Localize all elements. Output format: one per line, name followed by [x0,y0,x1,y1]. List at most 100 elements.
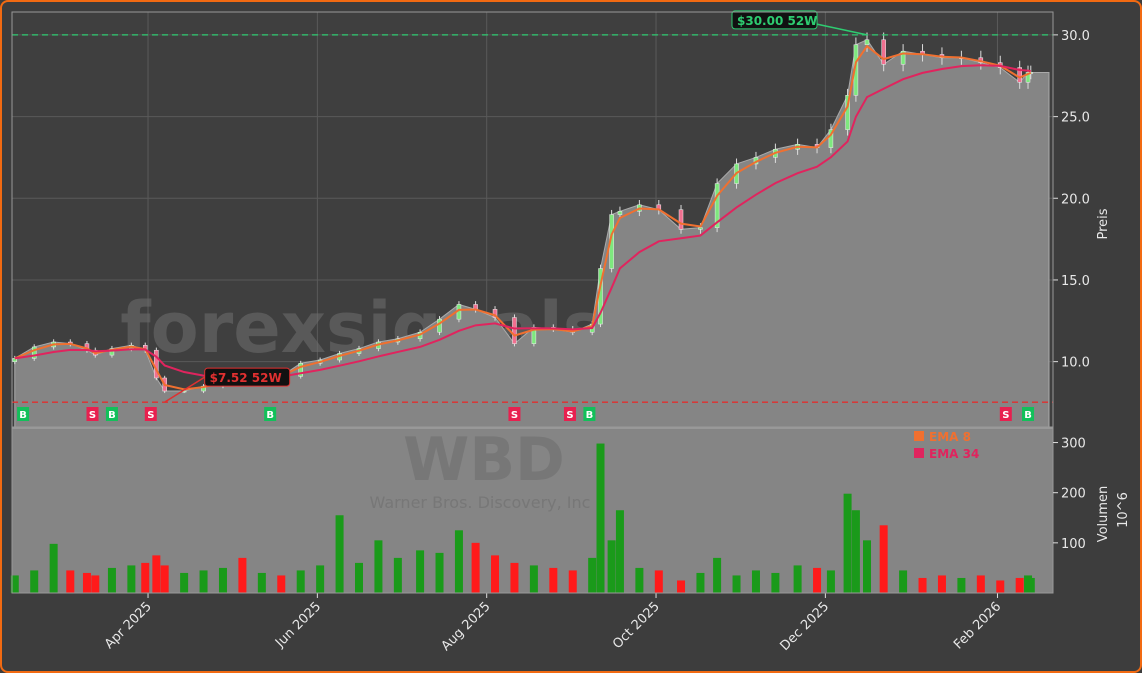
high-52w-label: $30.00 52W [737,14,817,28]
volume-tick-label: 200 [1061,487,1086,502]
signal-label: S [511,410,518,421]
sell-signal [144,407,157,421]
panel-border [11,427,1054,594]
volume-bar [257,572,266,593]
volume-bar [529,565,538,593]
date-tick-label: Jun 2025 [272,599,324,651]
volume-tick-label: 300 [1061,437,1086,452]
volume-bar [843,493,852,593]
volume-bar [899,570,908,593]
candle-body [714,183,720,228]
volume-unit-label: 10^6 [1116,492,1131,528]
sell-signal [999,407,1012,421]
candle-body [864,39,870,45]
buy-signal [264,407,277,421]
volume-bar [471,542,480,593]
buy-signal [1022,407,1035,421]
candle-body [512,317,517,344]
volume-bar [277,575,286,593]
candle-body [828,129,834,148]
date-tick-label: Aug 2025 [439,599,494,654]
date-tick-label: Dec 2025 [777,599,832,654]
legend-label: EMA 34 [929,447,979,461]
volume-bar [713,557,722,593]
volume-bar [316,565,325,593]
candle-body [1017,67,1022,83]
volume-bar [863,540,872,593]
volume-bar [454,530,463,593]
volume-bar [1015,577,1024,593]
low-52w-arrow [164,376,206,403]
volume-axis-label: Volumen [1096,486,1111,543]
volume-bar [918,577,927,593]
volume-bar [199,570,208,593]
volume-bar [49,543,58,593]
sell-signal [86,407,99,421]
volume-bar [588,557,597,593]
signal-label: B [19,410,27,421]
legend-label: EMA 8 [929,430,971,444]
candle-body [31,346,37,359]
volume-bar [937,575,946,593]
signal-label: S [147,410,154,421]
date-tick-label: Feb 2026 [951,599,1004,652]
candle-body [617,211,623,215]
candle-body [845,95,850,130]
candle-body [1025,72,1031,83]
volume-bar [107,567,116,593]
volume-bar [826,570,835,593]
ticker-watermark: WBD [403,425,565,495]
volume-bar [996,580,1005,593]
buy-signal [105,407,118,421]
price-axis-label: Preis [1096,208,1111,239]
signal-label: S [1002,410,1009,421]
volume-bar [771,572,780,593]
date-tick-label: Oct 2025 [610,599,663,652]
buy-signal [583,407,596,421]
ema-line-8 [14,44,1032,391]
volume-bar [793,565,802,593]
volume-bar [607,540,616,593]
volume-bar [1026,577,1035,593]
candle-body [492,309,498,318]
volume-tick-label: 100 [1061,537,1086,552]
volume-bar [568,570,577,593]
volume-bar [66,570,75,593]
volume-bar [82,572,91,593]
high-52w-badge [731,10,818,30]
volume-bar [355,562,363,593]
legend-swatch [914,431,924,441]
low-52w-label: $7.52 52W [210,371,282,385]
sell-signal [508,407,521,421]
volume-bar [160,565,169,593]
volume-bar [435,552,444,593]
volume-bar [393,557,402,593]
price-tick-label: 25.0 [1061,111,1090,126]
ema-line-34 [14,64,1031,380]
signal-label: B [586,410,594,421]
candle-body [678,209,684,230]
volume-bar [491,555,500,593]
volume-bar [30,570,39,593]
volume-bar [218,567,227,593]
price-tick-label: 10.0 [1061,356,1090,371]
volume-bar [696,572,705,593]
candle-body [881,39,886,65]
date-tick-label: Apr 2025 [102,599,155,652]
signal-label: S [89,410,96,421]
candle-body [900,50,906,65]
candle-body [109,348,115,356]
volume-bar [976,575,985,593]
volume-bar [732,575,741,593]
volume-bar [615,510,624,593]
volume-bar [510,562,519,593]
volume-bar [813,567,822,593]
candle-body [298,363,303,377]
volume-bar [141,562,150,593]
buy-signal [17,407,30,421]
candle-body [698,227,703,230]
panel-border [11,11,1054,428]
volume-bar [851,510,860,593]
